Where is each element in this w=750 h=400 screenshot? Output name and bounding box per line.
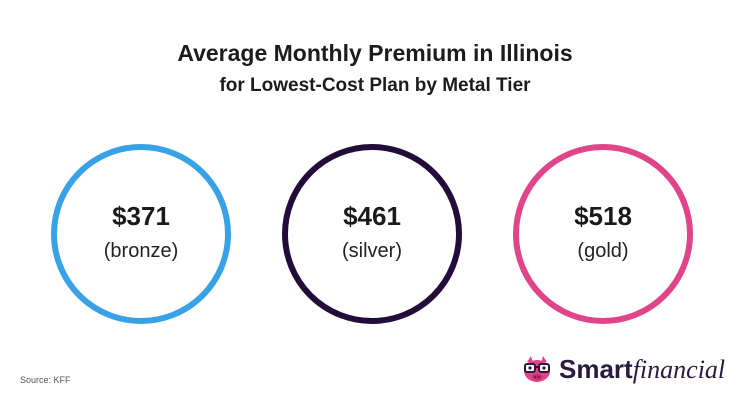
- tier-circle-silver: $461 (silver): [282, 144, 462, 324]
- tier-label: (bronze): [103, 240, 179, 262]
- logo-wordmark: Smartfinancial: [559, 354, 725, 385]
- tier-circle-gold: $518 (gold): [513, 144, 693, 324]
- page-subtitle: for Lowest-Cost Plan by Metal Tier: [219, 75, 531, 96]
- tier-circle-bronze: $371 (bronze): [51, 144, 231, 324]
- tier-label: (silver): [342, 240, 402, 262]
- tier-amount: $461: [343, 201, 401, 231]
- source-note: Source: KFF: [20, 375, 71, 385]
- logo-financial-text: financial: [632, 354, 726, 384]
- page-title: Average Monthly Premium in Illinois: [177, 40, 573, 66]
- piggy-bank-glasses-icon: [524, 356, 550, 382]
- tier-amount: $371: [112, 201, 170, 231]
- smartfinancial-logo: Smartfinancial: [520, 352, 725, 386]
- logo-smart-text: Smart: [559, 353, 633, 384]
- tier-label: (gold): [577, 240, 629, 262]
- tier-amount: $518: [574, 201, 632, 231]
